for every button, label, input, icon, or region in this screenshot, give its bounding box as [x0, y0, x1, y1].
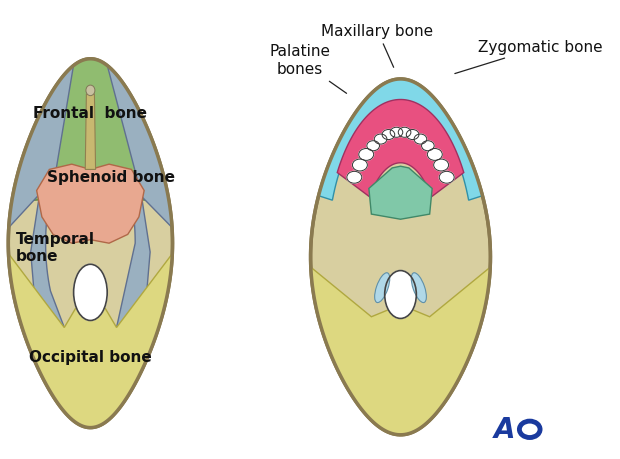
Circle shape	[359, 149, 374, 160]
Circle shape	[367, 141, 379, 151]
Polygon shape	[107, 66, 172, 328]
Circle shape	[406, 129, 419, 140]
Text: Occipital bone: Occipital bone	[29, 350, 152, 365]
Text: Temporal
bone: Temporal bone	[16, 231, 95, 264]
Circle shape	[347, 171, 362, 183]
Polygon shape	[85, 94, 95, 169]
Polygon shape	[37, 164, 144, 243]
Polygon shape	[311, 79, 490, 435]
Text: Zygomatic bone: Zygomatic bone	[455, 39, 603, 73]
Circle shape	[439, 171, 454, 183]
Polygon shape	[12, 59, 169, 233]
Polygon shape	[311, 267, 490, 435]
Polygon shape	[9, 254, 172, 428]
Circle shape	[352, 159, 368, 171]
Text: Frontal  bone: Frontal bone	[33, 106, 148, 121]
Polygon shape	[8, 59, 172, 428]
Polygon shape	[319, 79, 482, 200]
Ellipse shape	[384, 270, 417, 319]
Circle shape	[374, 134, 387, 144]
Text: Palatine
bones: Palatine bones	[270, 45, 347, 93]
Ellipse shape	[411, 273, 427, 302]
Circle shape	[427, 149, 442, 160]
Text: Maxillary bone: Maxillary bone	[322, 23, 433, 67]
Ellipse shape	[74, 264, 107, 320]
Circle shape	[433, 159, 449, 171]
Text: A: A	[494, 416, 515, 444]
Circle shape	[390, 127, 403, 137]
Text: Sphenoid bone: Sphenoid bone	[46, 169, 174, 185]
Circle shape	[382, 129, 395, 140]
Polygon shape	[337, 100, 464, 197]
Circle shape	[398, 127, 411, 137]
Ellipse shape	[374, 273, 390, 302]
Ellipse shape	[86, 85, 95, 95]
Circle shape	[414, 134, 427, 144]
Polygon shape	[9, 66, 73, 328]
Circle shape	[422, 141, 434, 151]
Polygon shape	[369, 166, 432, 219]
